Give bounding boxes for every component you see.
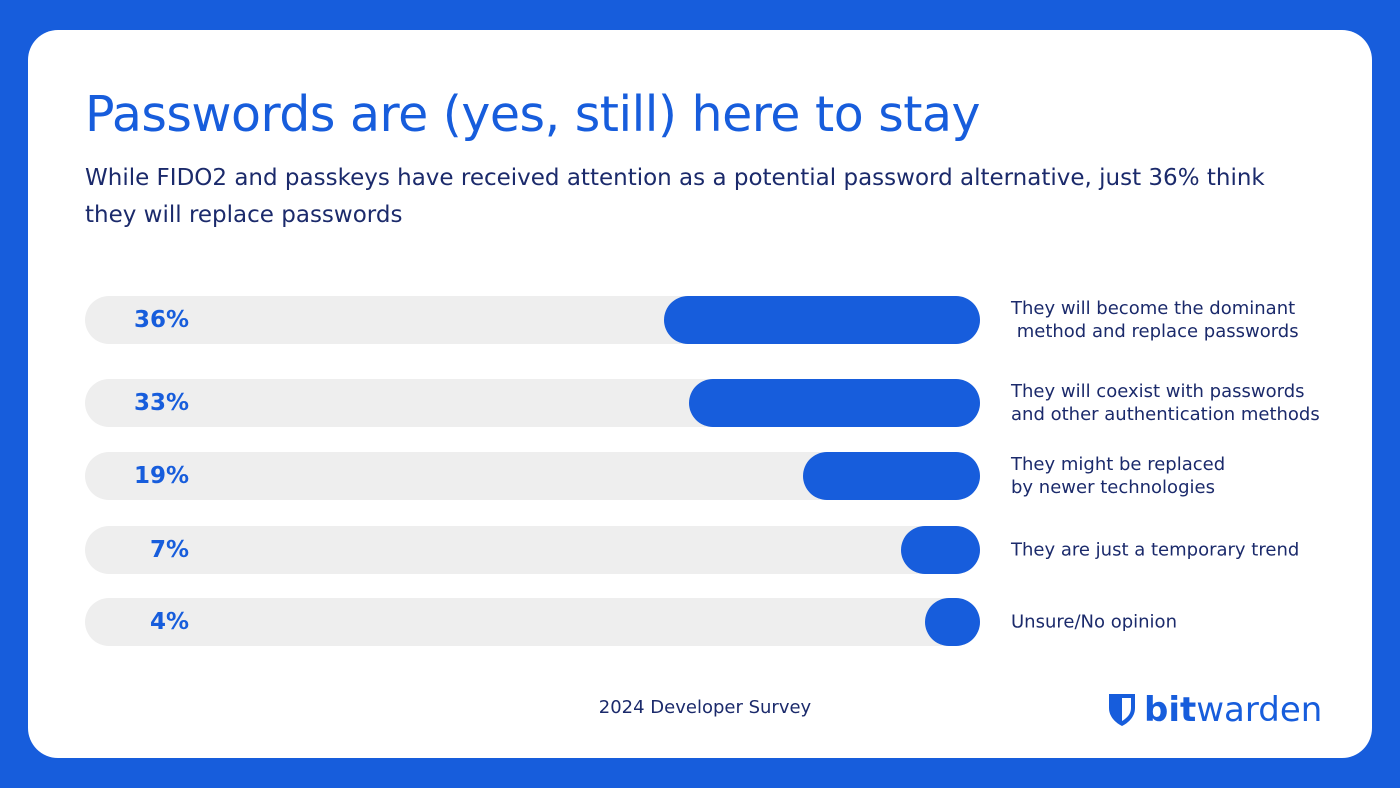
brand-wordmark: bitwarden [1144, 690, 1323, 730]
value-label: 19% [133, 463, 189, 489]
bar [900, 526, 980, 574]
bar [802, 452, 980, 500]
bar-track [85, 296, 980, 344]
bitwarden-logo: bitwarden [1108, 690, 1322, 730]
subtitle: While FIDO2 and passkeys have received a… [85, 165, 1265, 228]
category-label: They might be replaced by newer technolo… [1011, 454, 1226, 498]
bar-row: 4% Unsure/No opinion [85, 598, 1375, 646]
shield-icon [1109, 694, 1135, 726]
bar-track [85, 526, 980, 574]
bar [688, 379, 980, 427]
bar-row: 33% They will coexist with passwords and … [85, 379, 1375, 427]
category-label: They will become the dominant method and… [1011, 298, 1299, 342]
bar-row: 7% They are just a temporary trend [85, 526, 1375, 574]
category-label: They will coexist with passwords and oth… [1011, 381, 1320, 425]
value-label: 7% [149, 537, 189, 563]
card: Passwords are (yes, still) here to stay … [28, 30, 1372, 758]
bar [925, 598, 980, 646]
bar-row: 36% They will become the dominant method … [85, 296, 1375, 344]
bar-track [85, 598, 980, 646]
bar [664, 296, 980, 344]
bar-row: 19% They might be replaced by newer techn… [85, 452, 1375, 500]
value-label: 33% [133, 390, 189, 416]
page-title: Passwords are (yes, still) here to stay [85, 86, 981, 143]
category-label: They are just a temporary trend [1011, 539, 1300, 561]
bar-track [85, 379, 980, 427]
value-label: 36% [133, 307, 189, 333]
bar-track [85, 452, 980, 500]
category-label: Unsure/No opinion [1011, 611, 1177, 633]
footer-source: 2024 Developer Survey [598, 697, 812, 718]
value-label: 4% [149, 609, 189, 635]
